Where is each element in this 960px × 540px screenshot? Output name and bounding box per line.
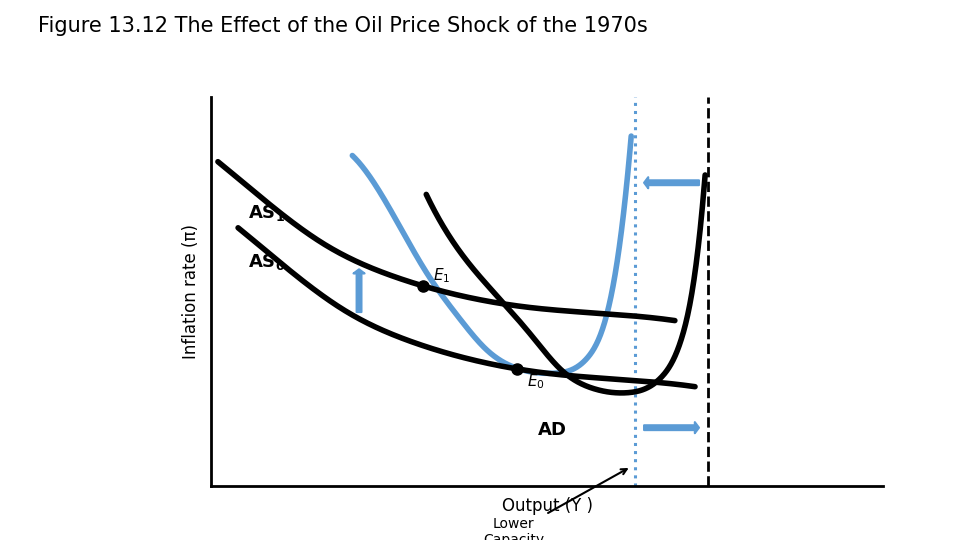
Text: $E_1$: $E_1$ bbox=[433, 266, 450, 285]
Text: Figure 13.12 The Effect of the Oil Price Shock of the 1970s: Figure 13.12 The Effect of the Oil Price… bbox=[38, 16, 648, 36]
X-axis label: Output (Y ): Output (Y ) bbox=[502, 497, 592, 515]
Text: $E_0$: $E_0$ bbox=[527, 373, 545, 391]
Text: $\mathbf{AS_1}$: $\mathbf{AS_1}$ bbox=[248, 203, 285, 223]
Y-axis label: Inflation rate (π): Inflation rate (π) bbox=[182, 224, 200, 359]
Text: $\mathbf{AS_0}$: $\mathbf{AS_0}$ bbox=[248, 252, 285, 272]
Text: Lower
Capacity: Lower Capacity bbox=[483, 469, 627, 540]
Text: $\mathbf{AD}$: $\mathbf{AD}$ bbox=[538, 421, 567, 440]
